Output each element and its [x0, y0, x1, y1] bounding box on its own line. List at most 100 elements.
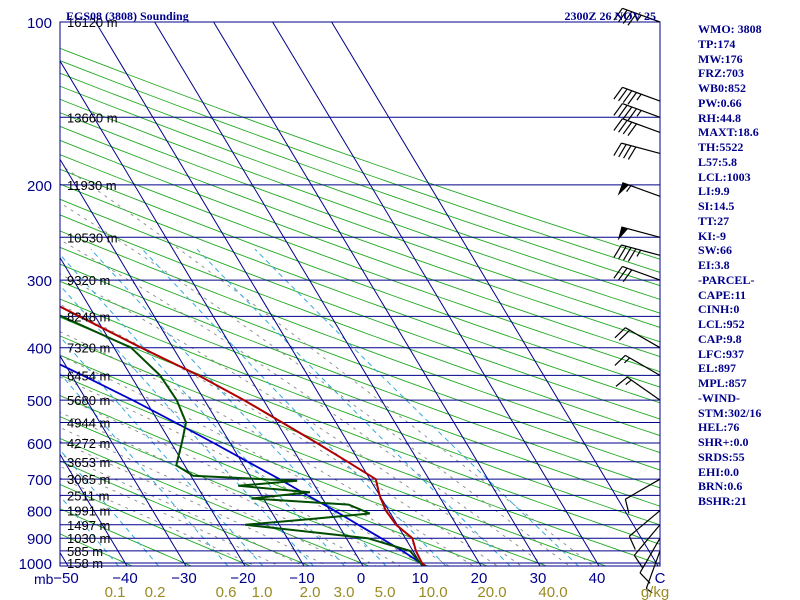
pressure-tick-label: 500 — [27, 393, 52, 410]
dry-adiabat — [60, 125, 660, 343]
mixing-ratio-label: 2.0 — [300, 584, 321, 600]
height-label: 2511 m — [67, 488, 109, 503]
dry-adiabat — [60, 183, 660, 404]
moist-adiabat — [60, 411, 378, 566]
temperature-trace — [60, 305, 427, 566]
wind-barb — [613, 265, 661, 282]
pressure-tick-label: 200 — [27, 178, 52, 195]
moist-adiabat — [60, 355, 450, 566]
wind-barb — [614, 327, 661, 349]
stat-item: WB0:852 — [698, 81, 746, 95]
height-label: 6454 m — [67, 368, 110, 383]
height-label: 5680 m — [67, 393, 110, 408]
stat-item: EI:3.8 — [698, 258, 730, 272]
valid-time: 2300Z 26 NOV 25 — [565, 9, 656, 23]
isotherm — [154, 22, 482, 566]
dry-adiabat — [60, 354, 606, 566]
wind-barb — [613, 86, 661, 105]
temperature-tick-label: −50 — [53, 570, 78, 587]
moist-adiabat — [60, 453, 305, 566]
height-label: 4944 m — [67, 416, 110, 431]
height-label: 13660 m — [67, 110, 118, 125]
wind-barb — [615, 376, 661, 401]
stat-item: -PARCEL- — [698, 272, 755, 287]
height-label: 3065 m — [67, 472, 110, 487]
mixing-ratio-label: 40.0 — [538, 584, 567, 600]
isotherm — [60, 60, 364, 566]
height-label: 1991 m — [67, 504, 110, 519]
dry-adiabat — [60, 460, 310, 566]
wind-barb — [617, 226, 661, 241]
stat-item: CAP:9.8 — [698, 331, 742, 346]
dewpoint-trace — [60, 314, 424, 566]
moist-adiabat — [60, 239, 547, 566]
chart-title: EGS08 (3808) Sounding — [66, 9, 189, 23]
stat-item: EHI:0.0 — [698, 464, 740, 479]
wind-barb — [628, 510, 661, 550]
mixing-ratio-label: 0.2 — [145, 584, 166, 600]
stat-item: MPL:857 — [698, 376, 747, 390]
wind-barb — [613, 142, 661, 160]
dry-adiabat — [60, 483, 251, 566]
plot-frame — [59, 21, 661, 567]
isotherm — [213, 22, 541, 566]
wind-barb — [613, 244, 661, 262]
dry-adiabat — [60, 168, 660, 388]
mixing-ratio-line — [60, 495, 119, 566]
height-label: 7320 m — [67, 341, 110, 356]
height-label: 16120 m — [67, 15, 118, 30]
wind-barb — [613, 118, 661, 137]
dry-adiabat — [60, 47, 660, 260]
dry-adiabat — [60, 263, 660, 489]
wind-barb — [613, 103, 661, 121]
height-label: 8248 m — [67, 309, 110, 324]
parcel-trace — [60, 363, 426, 566]
temperature-tick-label: 0 — [357, 570, 365, 587]
stat-item: WMO: 3808 — [698, 22, 762, 36]
stat-item: FRZ:703 — [698, 66, 744, 81]
dry-adiabat — [60, 246, 660, 471]
wind-barb — [633, 524, 661, 568]
dry-adiabat — [60, 85, 660, 300]
mixing-ratio-line — [60, 336, 264, 566]
height-label: 4272 m — [67, 436, 110, 451]
stat-item: -WIND- — [698, 390, 740, 405]
dry-adiabat — [60, 416, 429, 566]
pressure-tick-label: 800 — [27, 504, 52, 521]
stat-item: MW:176 — [698, 51, 743, 66]
pressure-tick-label: 100 — [27, 15, 52, 32]
mixing-ratio-line — [254, 248, 579, 566]
temperature-tick-label: −10 — [289, 570, 314, 587]
stat-item: MAXT:18.6 — [698, 125, 759, 140]
stat-item: TT:27 — [698, 213, 730, 228]
dry-adiabat — [60, 72, 660, 287]
stat-item: BSHR:21 — [698, 494, 747, 508]
stat-item: LFC:937 — [698, 346, 744, 361]
isotherm — [331, 22, 659, 566]
wind-barb — [617, 182, 661, 197]
temperature-tick-label: −20 — [230, 570, 255, 587]
pressure-tick-label: 400 — [27, 341, 52, 358]
pressure-unit-label: mb — [34, 571, 54, 587]
isotherm — [60, 453, 128, 566]
stat-item: STM:302/16 — [698, 405, 762, 420]
isotherm — [60, 355, 187, 566]
wind-barb — [645, 550, 661, 594]
pressure-tick-label: 700 — [27, 472, 52, 489]
temperature-tick-label: 40 — [589, 570, 606, 587]
dry-adiabat — [60, 395, 488, 566]
mixing-ratio-label: 0.1 — [105, 584, 126, 600]
temperature-tick-label: 20 — [471, 570, 488, 587]
height-label: 10530 m — [67, 230, 118, 245]
isotherm — [60, 158, 305, 566]
stat-item: SHR+:0.0 — [698, 435, 749, 449]
temperature-tick-label: −30 — [171, 570, 196, 587]
dry-adiabat — [60, 298, 660, 526]
stats-panel: WMO: 3808 TP:174 MW:176 FRZ:703 WB0:852 PW:0.… — [698, 22, 798, 509]
stat-item: BRN:0.6 — [698, 479, 743, 494]
pressure-tick-label: 1000 — [19, 556, 52, 573]
dry-adiabat — [60, 335, 660, 565]
dry-adiabat — [60, 230, 660, 454]
mixing-ratio-label: 1.0 — [252, 584, 273, 600]
